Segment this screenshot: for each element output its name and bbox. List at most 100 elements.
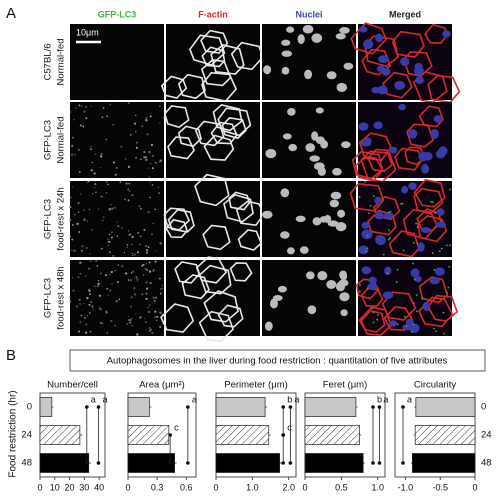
puncta (84, 331, 88, 334)
puncta (159, 277, 161, 280)
nucleus (361, 229, 373, 240)
puncta (77, 211, 80, 213)
nucleus (311, 33, 323, 43)
puncta (396, 268, 399, 271)
significance-dot (401, 405, 405, 409)
puncta (448, 265, 451, 268)
puncta (149, 328, 152, 331)
x-tick-label: 0.5 (335, 482, 348, 492)
micrograph (262, 24, 356, 100)
puncta (85, 323, 88, 326)
puncta (109, 273, 111, 276)
cell-outline (423, 23, 449, 44)
puncta (376, 313, 379, 316)
micrograph (163, 173, 266, 257)
row-label: GFP-LC3 (43, 120, 54, 160)
nucleus (421, 163, 430, 174)
puncta (69, 111, 71, 113)
cell-outline (394, 147, 423, 171)
puncta (79, 321, 82, 324)
puncta (91, 162, 94, 164)
puncta (136, 280, 139, 282)
nucleus (394, 80, 406, 91)
puncta (412, 262, 414, 265)
puncta (88, 180, 90, 183)
puncta (152, 296, 155, 299)
puncta (88, 208, 91, 211)
nucleus (359, 26, 368, 33)
puncta (111, 283, 113, 285)
nucleus (402, 324, 414, 331)
nucleus (269, 298, 278, 309)
bar (127, 397, 150, 417)
puncta (359, 284, 361, 286)
puncta (147, 167, 150, 169)
puncta (159, 159, 162, 162)
puncta (141, 125, 144, 128)
significance-letter: a (91, 394, 96, 404)
puncta (449, 244, 452, 247)
micrograph (160, 256, 260, 343)
puncta (99, 166, 102, 169)
x-tick-label: 2.0 (282, 482, 295, 492)
puncta (136, 251, 139, 254)
bar (215, 425, 270, 445)
nucleus (280, 188, 290, 198)
scale-bar-label: 10μm (76, 27, 99, 37)
puncta (73, 249, 76, 252)
significance-dot (401, 461, 405, 465)
x-tick-label: 0 (302, 482, 307, 492)
puncta (155, 319, 158, 322)
bar (304, 453, 364, 473)
puncta (130, 317, 133, 320)
puncta (135, 156, 137, 159)
puncta (131, 296, 133, 298)
puncta (70, 153, 74, 156)
puncta (369, 204, 372, 207)
puncta (159, 292, 162, 295)
puncta (143, 156, 146, 159)
puncta (114, 324, 116, 327)
puncta (358, 195, 361, 198)
puncta (137, 231, 140, 234)
x-tick-label: 0 (472, 482, 477, 492)
cell-outline (201, 46, 226, 68)
puncta (78, 330, 81, 333)
puncta (132, 254, 134, 257)
puncta (133, 122, 137, 125)
micrograph (69, 180, 164, 257)
puncta (71, 249, 73, 251)
puncta (148, 261, 151, 264)
row-label: food-rest x 48h (56, 266, 67, 329)
nucleus (381, 67, 391, 76)
cell-outline (212, 103, 243, 132)
puncta (69, 220, 71, 222)
puncta (69, 300, 72, 303)
cell-outline (404, 146, 426, 166)
puncta (127, 199, 130, 202)
puncta (151, 331, 154, 335)
nucleus (358, 122, 369, 131)
nucleus (417, 242, 425, 252)
puncta (157, 186, 160, 189)
puncta (128, 190, 131, 192)
puncta (131, 193, 134, 197)
puncta (145, 281, 148, 284)
cell-outline (217, 304, 244, 328)
puncta (155, 296, 158, 299)
significance-letter: b (287, 394, 292, 404)
puncta (435, 330, 437, 333)
puncta (126, 246, 129, 249)
puncta (133, 293, 137, 296)
puncta (121, 265, 124, 268)
puncta (75, 107, 78, 109)
nucleus (315, 107, 324, 114)
puncta (139, 235, 142, 238)
bar (414, 425, 476, 445)
puncta (101, 195, 104, 198)
micrograph (69, 102, 165, 178)
puncta (71, 223, 74, 226)
cell-outline (402, 209, 439, 240)
nucleus (313, 162, 325, 171)
x-tick-label: 0.3 (151, 482, 164, 492)
